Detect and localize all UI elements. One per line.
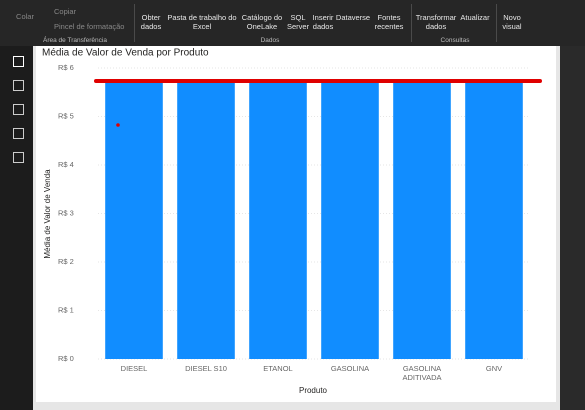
ribbon-button[interactable]: Transformar dados (415, 13, 457, 31)
ribbon-button[interactable]: Obter dados (140, 13, 162, 31)
ribbon-button[interactable]: Inserir dados (312, 13, 334, 31)
ribbon-button[interactable]: Atualizar (460, 13, 490, 22)
right-panel (560, 46, 585, 410)
paste-button[interactable]: Colar (16, 12, 34, 21)
ribbon-button[interactable]: Dataverse (335, 13, 371, 22)
y-axis-label: Média de Valor de Venda (43, 169, 52, 259)
bar (177, 82, 235, 360)
x-tick-label: GASOLINA ADITIVADA (402, 364, 442, 382)
chart: Média de Valor de Venda por Produto Prod… (42, 48, 542, 395)
x-tick-label: ETANOL (263, 364, 293, 373)
annotation-dot (116, 123, 120, 127)
y-tick-label: R$ 0 (58, 354, 74, 363)
group-label: Dados (260, 37, 280, 44)
ribbon-button[interactable]: Novo visual (502, 13, 522, 31)
y-tick-label: R$ 4 (58, 160, 74, 169)
x-tick-label: GNV (485, 364, 503, 373)
visual: Média de Valor de Venda por Produto Prod… (36, 46, 556, 402)
ribbon: Colar Copiar Pincel de formatação Área d… (0, 0, 585, 46)
sidebar (0, 46, 33, 410)
chart-title: Média de Valor de Venda por Produto (42, 48, 209, 59)
y-tick-label: R$ 5 (58, 111, 74, 120)
y-tick-label: R$ 2 (58, 257, 74, 266)
bar (393, 82, 451, 360)
format-painter[interactable]: Pincel de formatação (54, 22, 125, 31)
bar (321, 82, 379, 360)
y-tick-label: R$ 3 (58, 208, 74, 217)
bar (249, 82, 307, 360)
x-axis-label: Produto (299, 386, 328, 395)
ribbon-button[interactable]: Catálogo do OneLake (241, 13, 283, 31)
group-label: Consultas (440, 37, 470, 44)
x-tick-label: DIESEL (120, 364, 148, 373)
copy-button[interactable]: Copiar (54, 7, 77, 16)
bar (105, 82, 163, 360)
y-tick-label: R$ 6 (58, 63, 74, 72)
ribbon-button[interactable]: Pasta de trabalho do Excel (167, 13, 237, 31)
ribbon-button[interactable]: Fontes recentes (374, 13, 404, 31)
x-tick-label: GASOLINA (330, 364, 370, 373)
ribbon-button[interactable]: SQL Server (287, 13, 310, 31)
x-tick-label: DIESEL S10 (185, 364, 227, 373)
bar (465, 82, 523, 360)
y-tick-label: R$ 1 (58, 305, 74, 314)
group-label: Área de Transferência (43, 37, 107, 44)
